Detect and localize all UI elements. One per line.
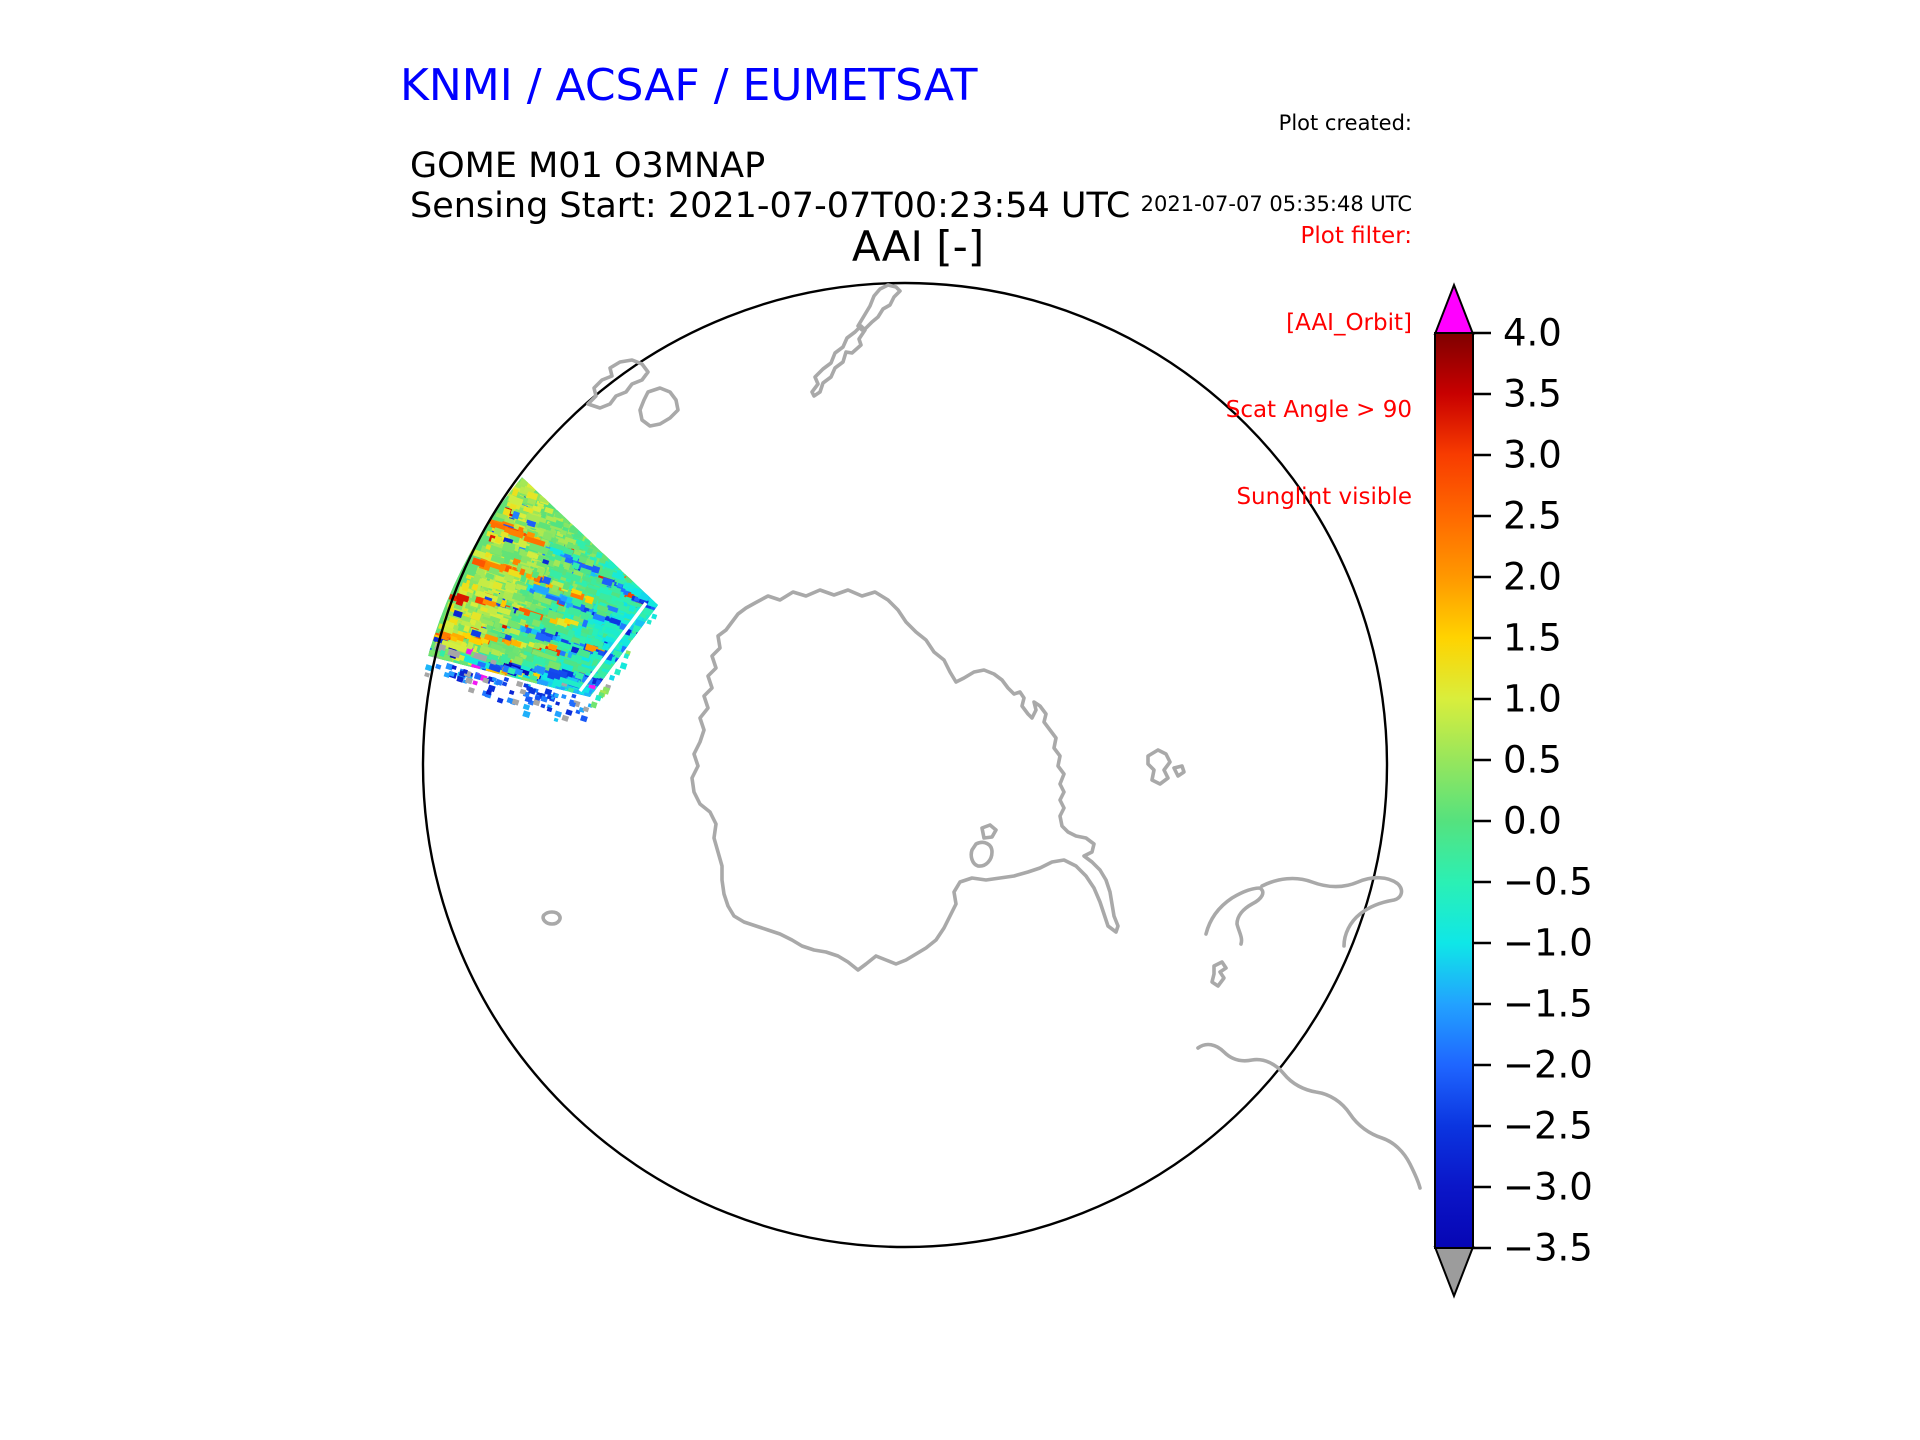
plot-created-label: Plot created: <box>1278 111 1412 135</box>
plot-filter-line: Plot filter: <box>1300 223 1412 249</box>
coast-island-right <box>1210 960 1228 988</box>
swath-speck <box>553 717 559 723</box>
colorbar-tick-label: 2.0 <box>1503 556 1562 599</box>
swath-speck <box>472 680 478 686</box>
colorbar-tick-label: −1.0 <box>1503 922 1593 965</box>
colorbar-tick-label: 0.5 <box>1503 739 1562 782</box>
swath-speck <box>540 703 546 709</box>
coast-new-zealand-north-island <box>856 283 902 332</box>
colorbar-tick-label: 3.5 <box>1503 373 1562 416</box>
swath-speck <box>555 701 561 706</box>
colorbar-over-arrow <box>1433 282 1475 335</box>
swath-speck <box>501 681 508 687</box>
coast-south-america-hook <box>1204 886 1265 946</box>
plot-filter-line: Sunglint visible <box>1236 484 1412 510</box>
colorbar-tick-label: −1.5 <box>1503 983 1593 1026</box>
coast-new-zealand-south-island <box>810 324 867 398</box>
colorbar-tick-label: 0.0 <box>1503 800 1562 843</box>
plot-filter-line: [AAI_Orbit] <box>1286 310 1412 336</box>
institute-title: KNMI / ACSAF / EUMETSAT <box>400 60 978 111</box>
colorbar-ticks: 4.0 3.5 3.0 2.5 2.0 1.5 1.0 0.5 0.0 −0.5 −1.0 −1.5 −… <box>1473 312 1593 1270</box>
swath-pixel <box>495 512 509 521</box>
swath-speck <box>646 619 652 625</box>
coast-island-inland-1 <box>980 823 998 840</box>
coast-island-upper-left <box>638 386 680 428</box>
coast-balleny-islands <box>1146 748 1172 786</box>
swath-speck <box>571 693 577 699</box>
swath-speck <box>561 694 567 700</box>
sensing-start-line: Sensing Start: 2021-07-07T00:23:54 UTC <box>410 186 1131 226</box>
swath-speck <box>580 714 588 723</box>
swath-speck <box>608 674 616 681</box>
data-swath <box>424 477 658 723</box>
colorbar-gradient-bar <box>1434 332 1474 1249</box>
colorbar-tick-label: 3.0 <box>1503 434 1562 477</box>
swath-speck <box>467 687 475 694</box>
coast-tiny-island <box>541 910 562 926</box>
coast-lower-right <box>1196 1042 1422 1190</box>
swath-speck <box>614 668 622 676</box>
swath-speck <box>522 703 531 711</box>
colorbar-under-arrow <box>1433 1246 1475 1299</box>
colorbar-tick-label: −3.5 <box>1503 1227 1593 1270</box>
colorbar-tick-label: 1.5 <box>1503 617 1562 660</box>
colorbar-tick-label: −0.5 <box>1503 861 1593 904</box>
coast-fragment-upper-left <box>586 358 650 410</box>
swath-speck <box>565 709 573 716</box>
swath-speck <box>496 697 504 704</box>
colorbar-tick-label: 1.0 <box>1503 678 1562 721</box>
swath-speck <box>503 676 510 682</box>
colorbar-tick-label: 4.0 <box>1503 312 1562 355</box>
swath-speck <box>561 714 570 722</box>
coast-south-america <box>1260 875 1404 948</box>
swath-speck <box>522 710 531 719</box>
swath-speck <box>435 663 442 670</box>
swath-speck <box>554 710 562 718</box>
coast-balleny-islet <box>1172 764 1186 778</box>
swath-speck <box>515 680 524 688</box>
colorbar-tick-label: −2.5 <box>1503 1105 1593 1148</box>
product-title: GOME M01 O3MNAP <box>410 146 766 186</box>
swath-speck <box>424 672 430 678</box>
plot-filter-note: Plot filter: [AAI_Orbit] Scat Angle > 90… <box>1226 164 1412 570</box>
swath-pixels <box>428 477 658 697</box>
map-title: AAI [-] <box>851 222 985 271</box>
swath-speck <box>508 689 515 696</box>
plot-filter-line: Scat Angle > 90 <box>1225 397 1412 423</box>
swath-speck <box>619 662 628 670</box>
colorbar-tick-label: −2.0 <box>1503 1044 1593 1087</box>
colorbar-tick-label: 2.5 <box>1503 495 1562 538</box>
coast-antarctica <box>690 588 1120 972</box>
swath-speck <box>651 613 658 620</box>
colorbar-tick-label: −3.0 <box>1503 1166 1593 1209</box>
colorbar: 4.0 3.5 3.0 2.5 2.0 1.5 1.0 0.5 0.0 −0.5 −1.0 −1.5 −… <box>1433 282 1593 1299</box>
coast-lagoon <box>969 840 994 868</box>
